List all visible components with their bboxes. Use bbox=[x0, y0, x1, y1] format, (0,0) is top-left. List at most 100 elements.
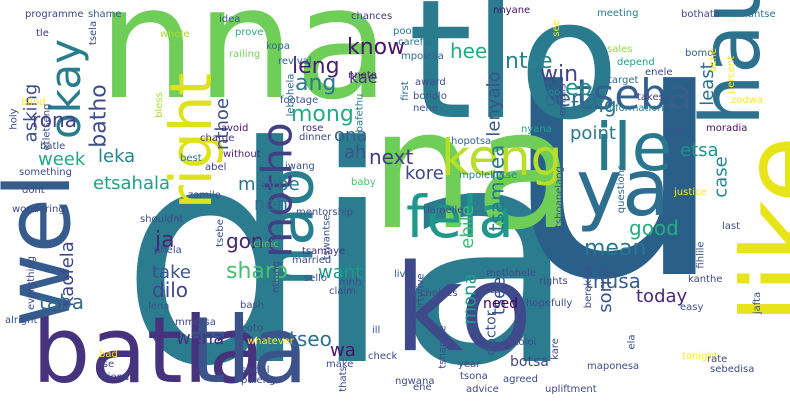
cloud-word: sello bbox=[304, 273, 328, 284]
cloud-word: revival bbox=[278, 56, 312, 67]
cloud-word: mona bbox=[459, 273, 481, 325]
cloud-word: batla bbox=[32, 297, 265, 404]
cloud-word: tle bbox=[36, 28, 49, 39]
cloud-word: lebohela bbox=[285, 73, 297, 117]
cloud-word: dinner bbox=[299, 132, 332, 143]
cloud-word: advice bbox=[466, 384, 499, 395]
cloud-word: win bbox=[540, 62, 579, 87]
cloud-word: good bbox=[629, 216, 679, 240]
cloud-word: alright bbox=[5, 315, 38, 326]
cloud-word: idea bbox=[219, 14, 241, 25]
cloud-word: botsa bbox=[510, 354, 549, 370]
cloud-word: prove bbox=[235, 27, 264, 38]
cloud-word: tsamaye bbox=[302, 246, 346, 257]
cloud-word: hopefully bbox=[526, 298, 573, 309]
cloud-word: berekisa bbox=[583, 265, 595, 309]
cloud-word: abel bbox=[205, 162, 227, 173]
cloud-word: bafethu bbox=[354, 93, 366, 133]
cloud-word: ngwana bbox=[395, 376, 435, 387]
cloud-word: teng bbox=[571, 93, 617, 117]
cloud-word: ntlung bbox=[271, 260, 283, 294]
cloud-word: social bbox=[241, 365, 270, 376]
cloud-word: enele bbox=[645, 67, 673, 78]
cloud-word: tseo bbox=[289, 327, 332, 351]
cloud-word: bonolo bbox=[413, 91, 447, 102]
cloud-word: care bbox=[489, 285, 511, 296]
cloud-word: careful bbox=[398, 37, 433, 48]
cloud-word: need bbox=[483, 296, 518, 312]
cloud-word: justice bbox=[674, 187, 707, 198]
cloud-word: mmotsa bbox=[175, 317, 216, 328]
cloud-word: shame bbox=[88, 9, 122, 20]
cloud-word: tseba bbox=[576, 70, 693, 119]
cloud-word: zamile bbox=[188, 190, 221, 201]
cloud-word: friend bbox=[100, 372, 130, 383]
cloud-word: tsela bbox=[88, 20, 100, 46]
cloud-word: railing bbox=[229, 49, 261, 60]
cloud-word: poor bbox=[393, 26, 416, 37]
cloud-word: kopa bbox=[266, 41, 291, 52]
cloud-word: tsona bbox=[460, 371, 488, 382]
cloud-word: next bbox=[369, 145, 414, 169]
cloud-word: leng bbox=[292, 54, 340, 79]
cloud-word: dia bbox=[120, 83, 578, 405]
cloud-word: jwang bbox=[285, 161, 315, 172]
cloud-word: chances bbox=[351, 11, 393, 22]
cloud-word: meeting bbox=[597, 8, 639, 19]
cloud-word: best bbox=[180, 153, 202, 164]
cloud-word: without bbox=[223, 149, 261, 160]
cloud-word: kare bbox=[549, 338, 561, 360]
cloud-word: moradia bbox=[706, 123, 748, 134]
cloud-word: takes bbox=[637, 92, 664, 103]
cloud-word: thusa bbox=[585, 269, 641, 293]
cloud-word: mhh bbox=[339, 277, 362, 288]
cloud-word: mong bbox=[291, 102, 354, 127]
cloud-word: fela bbox=[406, 183, 514, 251]
cloud-word: baby bbox=[351, 177, 376, 188]
cloud-word: dilo bbox=[152, 278, 189, 302]
cloud-word: award bbox=[415, 77, 446, 88]
cloud-word: want bbox=[318, 262, 363, 283]
cloud-word: hopotsa bbox=[451, 136, 492, 147]
cloud-word: upliftment bbox=[545, 384, 597, 395]
cloud-word: ntse bbox=[505, 49, 553, 74]
cloud-word: tonight bbox=[682, 351, 718, 362]
cloud-word: neh bbox=[254, 194, 288, 215]
cloud-word: ang bbox=[295, 71, 337, 96]
cloud-word: tshantse bbox=[437, 325, 449, 369]
cloud-word: na bbox=[370, 74, 576, 266]
cloud-word: maponesa bbox=[587, 361, 640, 372]
cloud-word: etsa bbox=[680, 140, 719, 161]
cloud-word: see bbox=[550, 19, 562, 37]
cloud-word: kore bbox=[405, 163, 444, 184]
cloud-word: bash bbox=[240, 300, 265, 311]
cloud-word: ene bbox=[413, 382, 432, 393]
cloud-word: tlo bbox=[408, 0, 620, 156]
cloud-word: information bbox=[606, 103, 664, 114]
cloud-word: phela bbox=[154, 245, 182, 256]
cloud-word: nyana bbox=[521, 124, 552, 135]
cloud-word: maybe bbox=[238, 174, 300, 195]
cloud-word: tlameile bbox=[423, 205, 464, 216]
cloud-word: ah bbox=[344, 142, 367, 163]
cloud-word: take bbox=[152, 262, 191, 283]
cloud-word: make bbox=[326, 359, 354, 370]
cloud-word: nna bbox=[98, 0, 390, 134]
cloud-word: gon bbox=[226, 229, 264, 253]
cloud-word: omantse bbox=[732, 9, 776, 20]
cloud-word: ise bbox=[100, 359, 115, 370]
cloud-word: wa bbox=[330, 340, 356, 361]
cloud-word: agreed bbox=[503, 374, 539, 385]
cloud-word: leka bbox=[98, 146, 136, 167]
cloud-word: mentorship bbox=[296, 207, 354, 218]
cloud-word: tsamaea bbox=[484, 144, 509, 232]
cloud-word: taba bbox=[39, 290, 85, 314]
cloud-word: choices bbox=[420, 288, 458, 299]
cloud-word: ja bbox=[155, 228, 175, 253]
cloud-word: emails bbox=[557, 83, 569, 117]
cloud-word: wondering bbox=[12, 204, 65, 215]
cloud-word: rose bbox=[302, 123, 324, 134]
cloud-word: year bbox=[458, 359, 481, 370]
cloud-word: sales bbox=[607, 44, 633, 55]
